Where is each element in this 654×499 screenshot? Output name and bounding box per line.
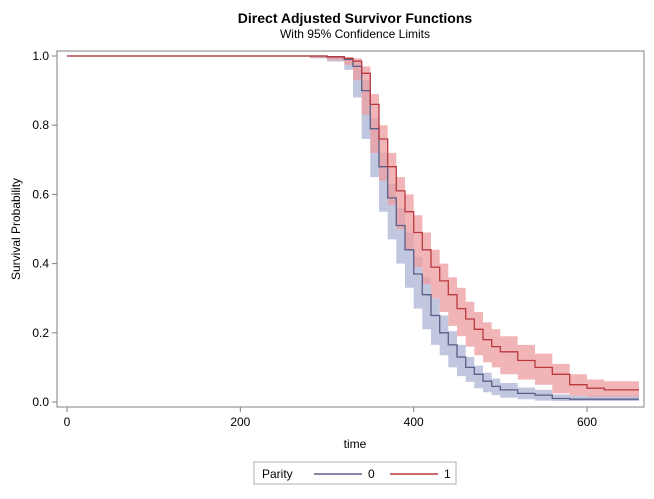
y-tick-label: 1.0 (32, 49, 49, 63)
legend-frame (253, 461, 457, 485)
series-line-0 (67, 55, 639, 400)
y-tick-label: 0.8 (32, 118, 49, 132)
legend: Parity 0 1 (253, 461, 457, 485)
axes: 0 200 400 600 0.0 0.2 0.4 0.6 0.8 1.0 (32, 49, 645, 429)
y-tick-label: 0.4 (32, 257, 49, 271)
x-tick-label: 600 (577, 415, 597, 429)
plot-frame (56, 50, 645, 408)
x-tick-label: 200 (230, 415, 250, 429)
series-line-1 (67, 55, 639, 391)
x-tick-label: 0 (64, 415, 71, 429)
plot-area (67, 55, 639, 401)
legend-entry-1: 1 (444, 467, 451, 481)
confidence-band-1 (67, 56, 639, 397)
x-tick-label: 400 (404, 415, 424, 429)
y-tick-label: 0.0 (32, 395, 49, 409)
legend-entry-0: 0 (368, 467, 375, 481)
y-axis-label: Survival Probability (9, 178, 23, 280)
y-tick-label: 0.2 (32, 326, 49, 340)
y-tick-label: 0.6 (32, 187, 49, 201)
x-axis-label: time (344, 437, 367, 451)
chart-subtitle: With 95% Confidence Limits (280, 27, 430, 41)
chart-title: Direct Adjusted Survivor Functions (238, 10, 473, 26)
confidence-band-0 (67, 56, 639, 401)
legend-title: Parity (262, 467, 293, 481)
